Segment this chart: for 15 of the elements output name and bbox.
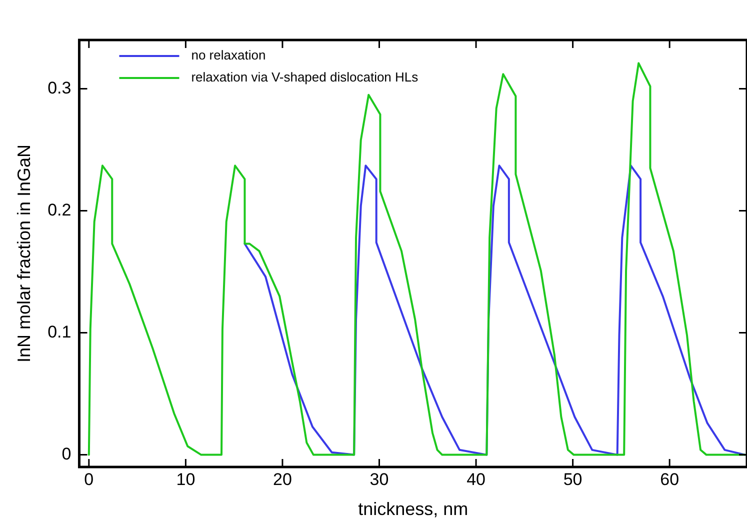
x-tick-label: 0 [84,470,94,489]
x-axis-title: tnickness, nm [358,499,468,520]
legend-label: relaxation via V-shaped dislocation HLs [191,70,419,85]
x-tick-label: 60 [660,470,680,489]
legend-label: no relaxation [191,48,266,63]
x-tick-label: 40 [466,470,486,489]
y-tick-label: 0.1 [48,322,72,342]
x-tick-label: 30 [370,470,389,489]
y-tick-label: 0 [62,444,72,464]
x-tick-label: 10 [176,470,196,489]
x-tick-label: 20 [273,470,292,489]
y-tick-label: 0.2 [48,200,72,220]
x-tick-label: 50 [563,470,582,489]
y-tick-label: 0.3 [48,78,72,98]
y-axis-title: InN molar fraction in InGaN [14,144,34,363]
